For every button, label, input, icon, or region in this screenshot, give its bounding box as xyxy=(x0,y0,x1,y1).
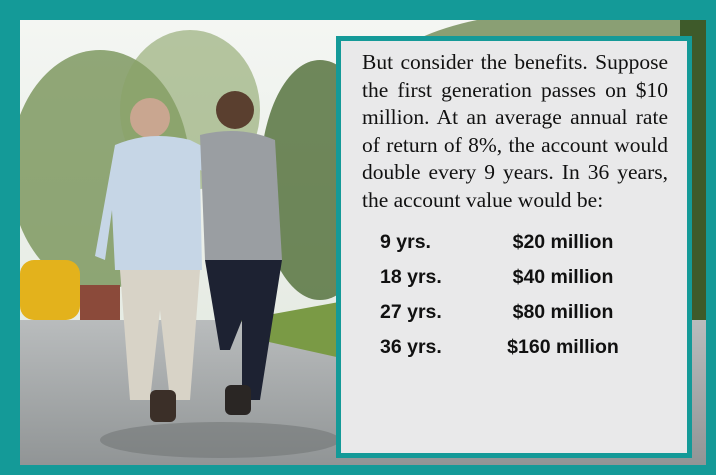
amount-cell: $40 million xyxy=(488,260,638,295)
paragraph: But consider the benefits. Suppose the f… xyxy=(362,49,668,215)
years-cell: 9 yrs. xyxy=(380,225,488,260)
amount-cell: $160 million xyxy=(488,330,638,365)
amount-cell: $20 million xyxy=(488,225,638,260)
years-cell: 27 yrs. xyxy=(380,295,488,330)
table-row: 9 yrs.$20 million xyxy=(380,225,638,260)
years-cell: 36 yrs. xyxy=(380,330,488,365)
years-cell: 18 yrs. xyxy=(380,260,488,295)
amount-cell: $80 million xyxy=(488,295,638,330)
table-row: 36 yrs.$160 million xyxy=(380,330,638,365)
table-row: 27 yrs.$80 million xyxy=(380,295,638,330)
slide: But consider the benefits. Suppose the f… xyxy=(0,0,716,475)
table-row: 18 yrs.$40 million xyxy=(380,260,638,295)
text-panel: But consider the benefits. Suppose the f… xyxy=(336,36,692,458)
